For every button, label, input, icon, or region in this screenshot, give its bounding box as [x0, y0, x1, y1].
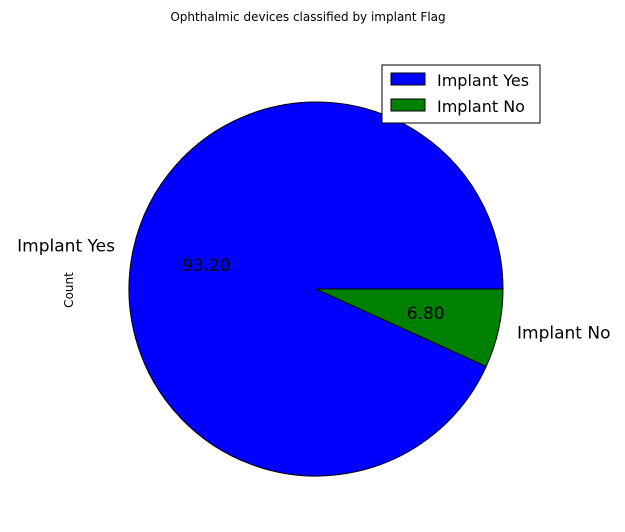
legend-swatch-implant-no — [390, 98, 426, 112]
slice-value-labels: 93.20 6.80 — [182, 256, 445, 324]
slice-value-implant-no: 6.80 — [407, 304, 445, 324]
chart-title: Ophthalmic devices classified by implant… — [170, 10, 445, 24]
legend: Implant Yes Implant No — [381, 64, 541, 124]
pie-slices — [128, 101, 504, 477]
slice-label-implant-yes: Implant Yes — [17, 236, 115, 256]
y-axis-label: Count — [62, 272, 76, 308]
slice-label-implant-no: Implant No — [517, 324, 610, 344]
legend-swatch-implant-yes — [390, 72, 426, 86]
legend-label-implant-no: Implant No — [437, 97, 525, 116]
slice-labels: Implant Yes Implant No — [17, 236, 610, 343]
legend-label-implant-yes: Implant Yes — [437, 71, 529, 90]
pie-slice-implant-no — [315, 288, 504, 368]
slice-value-implant-yes: 93.20 — [182, 256, 231, 276]
